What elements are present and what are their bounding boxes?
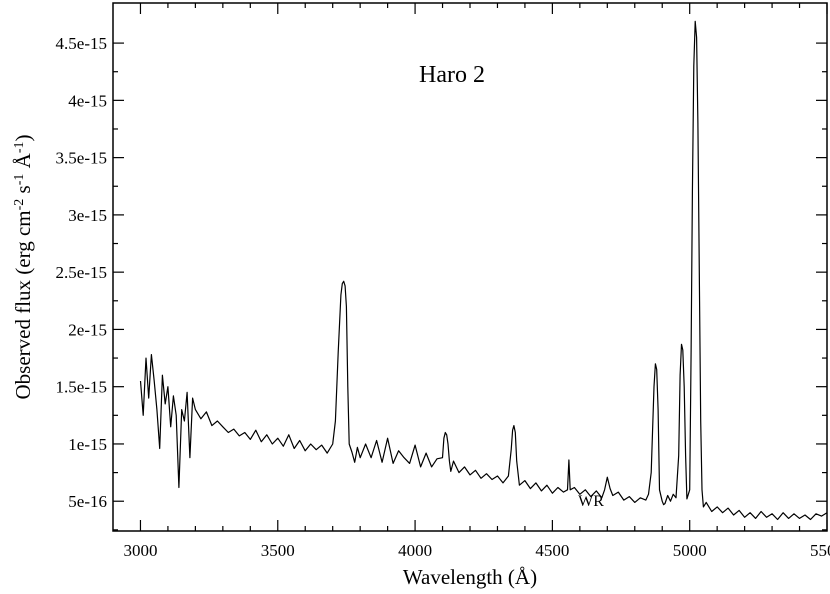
tick-labels: 3000 3500 4000 4500 5000 5500 5e-16 1e-15 1.5e-1… (56, 34, 830, 560)
x-tick-label: 5500 (810, 541, 830, 560)
x-axis-title: Wavelength (Å) (403, 565, 537, 589)
x-tick-label: 5000 (673, 541, 707, 560)
annotation-wr: WR (578, 493, 604, 510)
x-tick-label: 4500 (535, 541, 569, 560)
y-axis-title: Observed flux (erg cm-2 s-1 Å-1) (11, 134, 35, 399)
spectrum-line (139, 20, 828, 521)
y-tick-label: 2e-15 (68, 320, 107, 339)
y-tick-label: 1e-15 (68, 435, 107, 454)
x-tick-label: 3000 (123, 541, 157, 560)
y-tick-label: 2.5e-15 (56, 263, 107, 282)
y-tick-label: 3.5e-15 (56, 149, 107, 168)
annotation-haro2: Haro 2 (419, 62, 485, 88)
axis-ticks (113, 3, 828, 531)
y-tick-label: 5e-16 (68, 492, 107, 511)
y-tick-label: 4.5e-15 (56, 34, 107, 53)
y-tick-label: 4e-15 (68, 91, 107, 110)
x-tick-label: 4000 (398, 541, 432, 560)
y-tick-label: 3e-15 (68, 206, 107, 225)
x-tick-label: 3500 (261, 541, 295, 560)
y-tick-label: 1.5e-15 (56, 378, 107, 397)
